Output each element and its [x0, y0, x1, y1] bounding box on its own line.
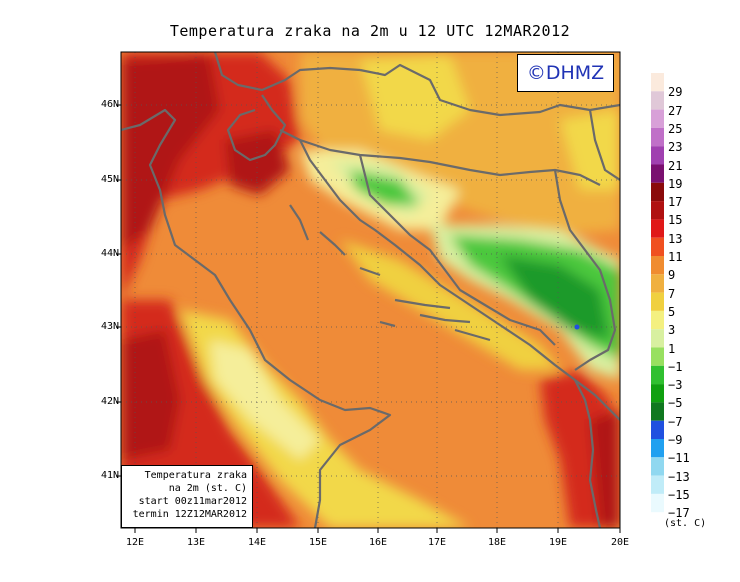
map-field — [121, 52, 620, 528]
legend-label: −15 — [668, 487, 690, 502]
legend-label: −1 — [668, 359, 683, 374]
lon-label-14e: 14E — [247, 537, 267, 548]
info-line-termin: termin 12Z12MAR2012 — [132, 509, 247, 520]
legend-swatch — [651, 73, 664, 92]
legend-swatch — [651, 310, 664, 330]
legend-swatch — [651, 201, 664, 220]
legend-label: 5 — [668, 304, 676, 319]
legend-swatch — [651, 439, 664, 458]
legend-label: −13 — [668, 469, 690, 484]
legend-label: 23 — [668, 140, 683, 155]
legend-swatch — [651, 274, 664, 293]
legend-label: 25 — [668, 121, 683, 136]
lat-label-41n: 41N — [100, 470, 119, 481]
lat-label-46n: 46N — [100, 99, 119, 110]
legend-label: 29 — [668, 85, 683, 100]
lon-label-17e: 17E — [427, 537, 447, 548]
legend-swatch — [651, 127, 664, 147]
legend-label: 9 — [668, 268, 676, 283]
legend-label: 1 — [668, 341, 676, 356]
dhmz-logo: ©DHMZ — [517, 54, 614, 92]
legend-swatch — [651, 402, 664, 421]
lat-label-45n: 45N — [100, 174, 119, 185]
legend-swatch — [651, 384, 664, 403]
legend-label: 7 — [668, 286, 676, 301]
legend-label: 19 — [668, 176, 683, 191]
legend-swatch — [651, 329, 664, 348]
info-line-units: na 2m (st. C) — [168, 483, 247, 494]
legend-label: −11 — [668, 451, 690, 466]
legend-swatch — [651, 493, 664, 513]
legend-swatch — [651, 237, 664, 256]
legend-swatch — [651, 182, 664, 202]
legend-swatch — [651, 292, 664, 311]
lon-label-18e: 18E — [487, 537, 507, 548]
legend-label: −3 — [668, 378, 683, 393]
legend-swatch — [651, 109, 664, 128]
legend-label: 15 — [668, 213, 683, 228]
legend-colorbar — [651, 73, 664, 513]
lat-label-44n: 44N — [100, 248, 119, 259]
info-box: Temperatura zraka na 2m (st. C) start 00… — [121, 465, 253, 528]
lat-label-42n: 42N — [100, 396, 119, 407]
info-line-variable: Temperatura zraka — [144, 470, 247, 481]
legend-swatch — [651, 146, 664, 165]
legend-label: −9 — [668, 433, 683, 447]
lon-label-12e: 12E — [125, 537, 145, 548]
legend-swatch — [651, 420, 664, 439]
legend-label: 3 — [668, 323, 676, 338]
lon-label-16e: 16E — [368, 537, 388, 548]
legend-swatch — [651, 365, 664, 385]
legend-label: 11 — [668, 250, 683, 264]
lon-label-15e: 15E — [308, 537, 328, 548]
legend-label: −7 — [668, 414, 683, 429]
legend-swatch — [651, 457, 664, 476]
legend-label: −5 — [668, 396, 683, 411]
legend-label: −17 — [668, 506, 690, 521]
legend-swatch — [651, 91, 664, 110]
map-title: Temperatura zraka na 2m u 12 UTC 12MAR20… — [169, 22, 571, 40]
lon-label-19e: 19E — [548, 537, 568, 548]
legend-swatch — [651, 256, 664, 275]
legend-label: 27 — [668, 103, 683, 118]
lon-label-20e: 20E — [610, 537, 630, 548]
lat-label-43n: 43N — [100, 321, 119, 332]
legend-label: 21 — [668, 158, 683, 173]
info-line-start: start 00z11mar2012 — [138, 496, 247, 507]
legend-label: 17 — [668, 195, 683, 210]
legend-swatch — [651, 219, 664, 238]
legend-swatch — [651, 475, 664, 494]
lon-label-13e: 13E — [186, 537, 206, 548]
legend-swatch — [651, 164, 664, 183]
legend-unit: (st. C) — [664, 518, 707, 529]
legend-label: 13 — [668, 231, 683, 246]
legend-swatch — [651, 347, 664, 366]
